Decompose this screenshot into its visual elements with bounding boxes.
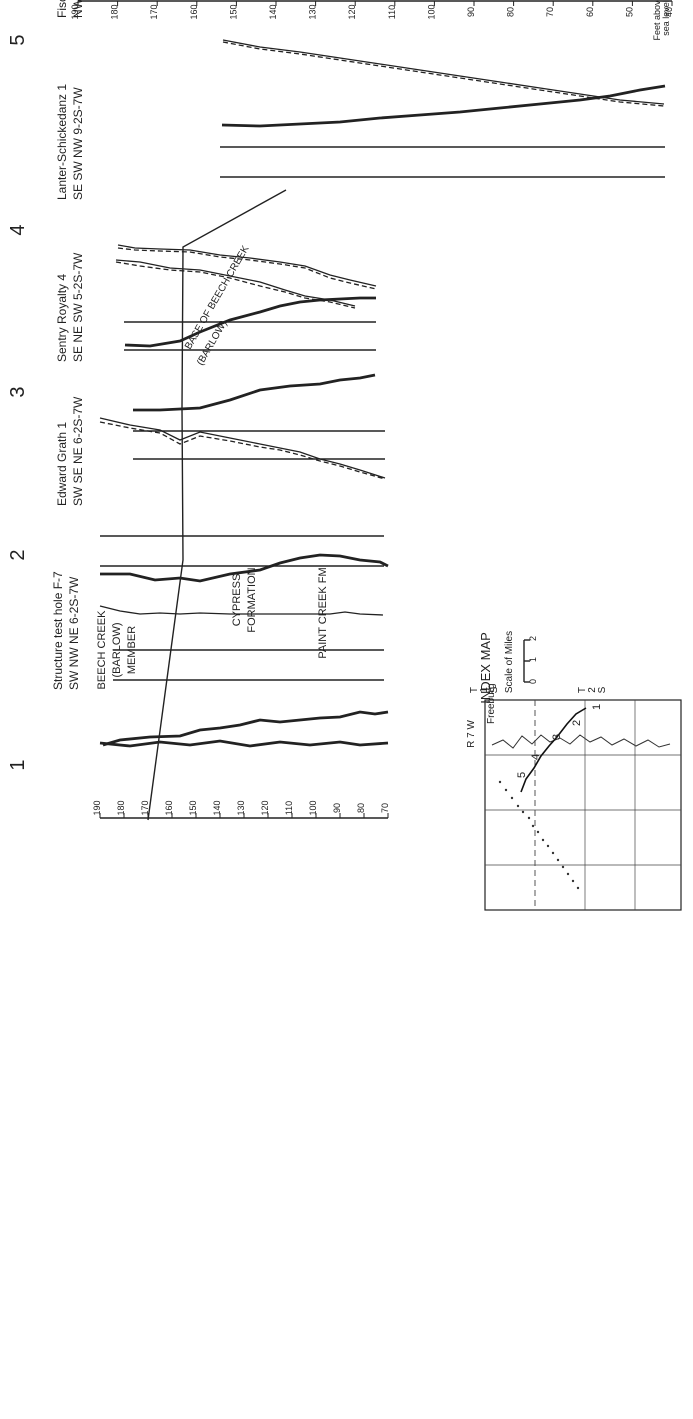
well-4-log [117, 244, 377, 351]
well-3-location: SE NE SW 5-2S-7W [71, 252, 85, 362]
left_scale-label-70: 70 [380, 803, 390, 813]
index-map-well-5: 5 [516, 772, 528, 778]
beech-creek-label-line3: MEMBER [126, 626, 138, 674]
index-map-well-1: 1 [591, 704, 603, 710]
right_scale-label-40: 40 [664, 7, 674, 17]
well-1-name: Structure test hole F-7 [51, 571, 65, 690]
scale-tick-2: 2 [528, 636, 538, 641]
index-map-t2-c: S [597, 686, 608, 693]
index-map-well-2: 2 [571, 720, 583, 726]
well-1-number: 1 [7, 759, 29, 770]
index-map-t2-b: 2 [587, 687, 598, 693]
right_scale-label-140: 140 [268, 4, 278, 19]
well-3-name: Sentry Royalty 4 [55, 274, 69, 362]
right_scale-label-160: 160 [189, 4, 199, 19]
cypress-label-line1: CYPRESS [231, 574, 243, 627]
left_scale-label-190: 190 [92, 800, 102, 815]
right_scale-label-110: 110 [387, 5, 397, 19]
right_scale-label-120: 120 [347, 4, 357, 19]
index-map-scale-title: Scale of Miles [504, 631, 515, 693]
index-map-scale-bar: 0 1 2 [523, 636, 538, 684]
well-5-location: NW NW SE 9-2S-7W [71, 0, 85, 18]
index-map-frame [484, 699, 682, 911]
cypress-label-line2: FORMATION [246, 567, 258, 632]
well-3-number: 3 [7, 386, 29, 397]
right_scale-label-80: 80 [506, 7, 516, 17]
left_scale-label-80: 80 [356, 803, 366, 813]
base-of-beech-creek-line [147, 189, 287, 821]
well-2-location: SW SE NE 6-2S-7W [71, 396, 85, 506]
well-2-number: 2 [7, 549, 29, 560]
index-map-range-label: R 7 W [466, 720, 477, 748]
beech-creek-label-line1: BEECH CREEK [96, 610, 108, 690]
left_scale-label-170: 170 [140, 800, 150, 815]
well-1-log [99, 553, 389, 748]
left-elevation-scale: 190 180 170 160 150 140 130 120 110 100 90 80 70 [92, 800, 390, 819]
index-map-t1-c: S [489, 686, 500, 693]
well-2-name: Edward Grath 1 [55, 422, 69, 506]
index-map-town: Freeburg [486, 683, 497, 724]
index-map-t1-a: T [469, 687, 480, 693]
right_scale-label-60: 60 [585, 7, 595, 17]
right_scale-label-150: 150 [228, 4, 238, 19]
left_scale-label-140: 140 [212, 800, 222, 815]
well-1-location: SW NW NE 6-2S-7W [67, 576, 81, 690]
right-elevation-scale: 190 180 170 160 150 140 130 120 110 100 90 80 70 60 50… [70, 0, 674, 41]
right_scale-label-130: 130 [308, 4, 318, 19]
right_scale-label-90: 90 [466, 7, 476, 17]
left_scale-label-160: 160 [164, 800, 174, 815]
right_scale-label-170: 170 [149, 4, 159, 19]
paint-creek-label: PAINT CREEK FM [317, 567, 329, 658]
right-scale-title-line1: Feet above [652, 0, 662, 41]
well-5-number: 5 [7, 34, 29, 45]
well-2-log [99, 417, 389, 747]
index-map-t2-a: T [577, 687, 588, 693]
right-scale-title-line2: sea level [661, 0, 671, 36]
left_scale-label-90: 90 [332, 803, 342, 813]
right_scale-label-190: 190 [70, 4, 80, 19]
well-5-log [220, 39, 666, 178]
index-map: 1 2 3 4 5 R 7 W Freeburg T 1 S T 2 S [466, 683, 682, 911]
index-map-well-4: 4 [530, 754, 542, 760]
well-5-name: Fischer-Beisiegel 1 [55, 0, 69, 18]
well-4-location: SE SW NW 9-2S-7W [71, 87, 85, 200]
left_scale-label-180: 180 [116, 800, 126, 815]
scale-tick-1: 1 [528, 657, 538, 662]
left_scale-label-110: 110 [284, 801, 294, 815]
well-4-name: Lanter-Schickedanz 1 [55, 84, 69, 200]
index-map-t1-b: 1 [479, 687, 490, 693]
index-map-well-dots [498, 780, 580, 890]
left_scale-label-130: 130 [236, 800, 246, 815]
beech-creek-label-line2: (BARLOW) [111, 623, 123, 678]
right_scale-label-70: 70 [545, 7, 555, 17]
scale-tick-0: 0 [528, 679, 538, 684]
index-map-title: INDEX MAP [478, 632, 493, 704]
right_scale-label-180: 180 [110, 4, 120, 19]
index-map-well-3: 3 [551, 734, 563, 740]
left_scale-label-120: 120 [260, 800, 270, 815]
well-4-number: 4 [7, 224, 29, 235]
well-3-log [115, 259, 385, 460]
left_scale-label-100: 100 [308, 800, 318, 815]
right_scale-label-50: 50 [624, 7, 634, 17]
right_scale-label-100: 100 [426, 4, 436, 19]
left_scale-label-150: 150 [188, 800, 198, 815]
